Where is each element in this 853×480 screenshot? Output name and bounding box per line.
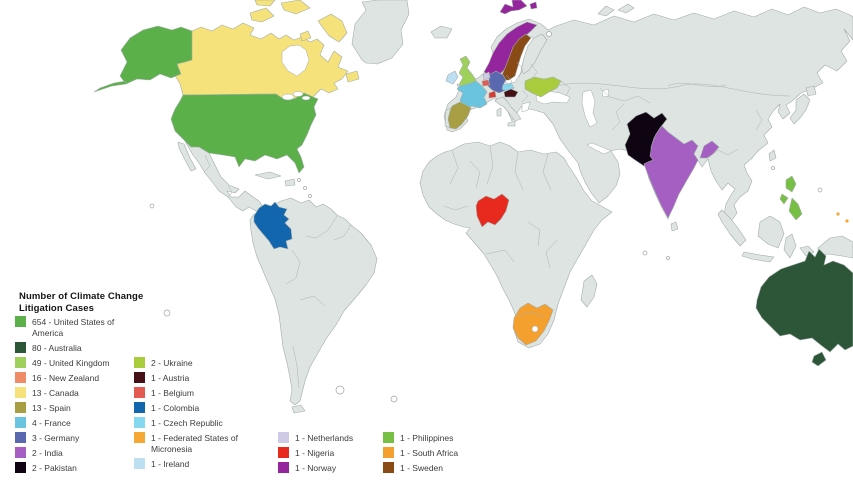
borders-europe-east — [505, 61, 571, 103]
country-nigeria — [475, 193, 510, 228]
country-france — [456, 80, 488, 110]
island-marker — [149, 203, 155, 209]
island-marker — [546, 31, 552, 37]
region-madagascar — [580, 274, 598, 308]
region-java — [741, 251, 775, 263]
island-marker — [308, 194, 312, 198]
country-south-africa — [512, 302, 554, 346]
borders-mexico — [203, 154, 233, 199]
country-micronesia-dot — [836, 212, 840, 216]
country-india-northeast — [699, 140, 720, 159]
country-india — [643, 125, 699, 219]
region-tierra-del-fuego — [291, 404, 306, 414]
lake-ontario — [301, 95, 311, 101]
lake-huron — [292, 91, 304, 97]
region-japan — [789, 85, 817, 125]
country-ireland — [445, 70, 459, 85]
region-sulawesi — [783, 233, 797, 259]
region-borneo — [757, 215, 785, 249]
country-usa-aleutians — [93, 80, 127, 93]
island-marker — [303, 186, 307, 190]
country-australia — [755, 248, 853, 353]
region-sumatra — [717, 209, 747, 247]
country-belgium — [481, 79, 491, 87]
sea-caspian — [581, 89, 598, 128]
region-italy — [494, 96, 522, 122]
country-colombia — [253, 201, 293, 250]
island-marker — [335, 385, 345, 395]
country-switzerland — [488, 90, 497, 99]
island-marker — [390, 395, 398, 403]
region-novaya-zemlya — [597, 3, 635, 17]
country-canada-ellesmere — [254, 0, 311, 15]
country-canada — [172, 22, 349, 100]
region-hispaniola — [284, 178, 296, 187]
country-spain — [447, 101, 472, 130]
region-taiwan — [768, 149, 777, 162]
lake-superior — [281, 93, 295, 101]
island-marker — [666, 256, 670, 260]
lesotho-enclave — [531, 325, 539, 333]
sea-aegean — [521, 101, 531, 113]
region-finland — [520, 33, 548, 75]
region-greenland — [351, 0, 410, 65]
borders-asia — [555, 82, 791, 159]
country-australia-tasmania — [811, 351, 827, 367]
country-usa-alaska — [119, 25, 193, 85]
country-usa — [170, 92, 319, 174]
region-baja — [177, 141, 197, 172]
country-netherlands — [482, 71, 491, 81]
region-sicily — [507, 120, 516, 127]
country-austria — [503, 88, 519, 98]
island-marker — [297, 178, 301, 182]
region-south-america — [249, 197, 378, 406]
country-canada-victoria-island — [249, 7, 275, 23]
region-sri-lanka — [670, 221, 679, 232]
borders-africa — [443, 145, 558, 318]
region-africa — [419, 141, 613, 349]
sea-persian-gulf — [586, 142, 612, 155]
island-marker — [771, 166, 775, 170]
region-cuba — [254, 171, 282, 180]
region-mexico-central-america — [184, 140, 264, 213]
borders-south-america — [285, 215, 352, 389]
country-norway-svalbard — [499, 0, 538, 15]
country-micronesia-dot — [845, 219, 849, 223]
island-marker — [642, 250, 648, 256]
country-canada-baffin — [317, 13, 348, 43]
country-canada-southampton — [299, 30, 312, 42]
country-canada-newfoundland — [345, 70, 360, 83]
country-ukraine — [524, 76, 562, 98]
island-marker — [163, 309, 171, 317]
country-philippines — [779, 175, 803, 221]
sea-hudson-bay — [281, 44, 310, 77]
region-iceland — [430, 25, 453, 39]
region-sardinia — [496, 107, 502, 117]
island-marker — [817, 187, 823, 193]
